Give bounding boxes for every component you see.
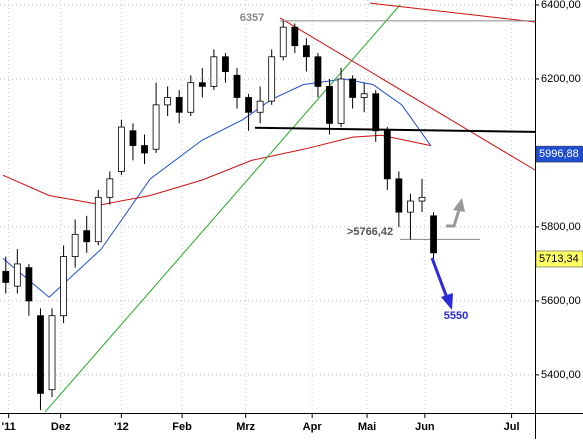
candle-body [210, 56, 218, 87]
candle-body [360, 93, 368, 98]
candle-body [349, 78, 357, 98]
candle-body [83, 230, 91, 243]
candle-body [407, 200, 414, 213]
x-tick-label: Jun [415, 421, 435, 433]
x-tick-label: '12 [114, 421, 129, 433]
x-tick-label: Jul [504, 421, 520, 433]
candle-body [233, 74, 241, 98]
candle-body [326, 85, 333, 124]
candle-body [164, 97, 172, 106]
annotation: 6357 [240, 12, 264, 24]
x-tick-label: Dez [51, 421, 71, 433]
candle-body [152, 104, 160, 150]
x-tick-label: Apr [303, 421, 323, 433]
candle-body [13, 263, 21, 287]
y-tick-label: 6200,00 [541, 73, 581, 85]
trend-line [254, 126, 536, 133]
candle-body [106, 178, 114, 198]
candle-body [268, 56, 276, 102]
candle-body [337, 78, 345, 124]
candle-body [94, 196, 102, 243]
candle-body [175, 97, 183, 113]
candle-body [48, 315, 56, 391]
candle-body [395, 178, 403, 213]
forecast-arrowhead [441, 293, 453, 310]
y-tick-label: 5800,00 [541, 221, 581, 233]
candle-body [222, 56, 229, 72]
x-tick-label: Feb [172, 421, 192, 433]
candle-body [279, 26, 287, 58]
up-arrow [446, 209, 461, 228]
candle-body [418, 196, 426, 202]
candle-body [141, 145, 148, 154]
candle-body [187, 82, 195, 113]
candle-body [117, 126, 125, 172]
candle-body [37, 315, 44, 394]
candle-body [129, 130, 137, 146]
candle-body [25, 267, 33, 302]
candle-body [302, 45, 310, 58]
price-box-label: 5996,88 [539, 148, 579, 160]
candle-body [2, 270, 10, 283]
price-box-label: 5713,34 [539, 253, 579, 265]
moving-average [2, 134, 431, 206]
candle-body [291, 26, 299, 47]
price-box [535, 145, 583, 163]
trend-line [279, 17, 536, 171]
x-tick-label: Mrz [236, 421, 255, 433]
candle-body [256, 100, 264, 113]
x-tick-label: Mai [358, 421, 376, 433]
candle-body [198, 82, 206, 87]
candle-body [372, 93, 380, 132]
y-tick-label: 5400,00 [541, 369, 581, 381]
x-tick-label: '11 [2, 421, 16, 433]
annotation: >5766,42 [347, 226, 393, 238]
candle-body [245, 97, 252, 113]
y-tick-label: 6400,00 [541, 0, 581, 11]
candle-body [383, 130, 391, 180]
candle-body [314, 56, 322, 87]
up-arrowhead [453, 198, 465, 212]
candle-body [60, 256, 67, 317]
candle-body [430, 215, 437, 254]
y-tick-label: 5600,00 [541, 295, 581, 307]
annotation: 5550 [444, 310, 468, 322]
forecast-arrow [430, 257, 449, 299]
candle-body [71, 233, 79, 257]
trend-line [369, 2, 536, 23]
price-box [535, 250, 583, 268]
